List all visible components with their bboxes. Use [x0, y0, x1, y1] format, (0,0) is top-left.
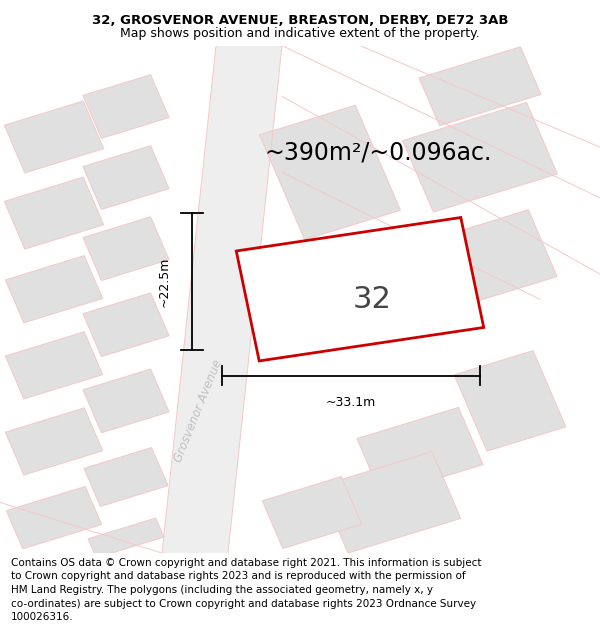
Polygon shape [4, 177, 104, 249]
Polygon shape [7, 486, 101, 549]
Polygon shape [5, 332, 103, 399]
Polygon shape [4, 101, 104, 173]
Polygon shape [84, 448, 168, 506]
Polygon shape [83, 217, 169, 281]
Polygon shape [5, 408, 103, 475]
Text: 100026316.: 100026316. [11, 612, 73, 622]
Polygon shape [454, 351, 566, 451]
Polygon shape [403, 102, 557, 212]
Text: Map shows position and indicative extent of the property.: Map shows position and indicative extent… [120, 27, 480, 40]
Polygon shape [83, 146, 169, 209]
Polygon shape [419, 47, 541, 126]
Polygon shape [427, 210, 557, 308]
Text: to Crown copyright and database rights 2023 and is reproduced with the permissio: to Crown copyright and database rights 2… [11, 571, 466, 581]
Text: ~33.1m: ~33.1m [326, 396, 376, 409]
Polygon shape [88, 518, 164, 558]
Polygon shape [83, 74, 169, 138]
Polygon shape [319, 452, 461, 553]
Text: Contains OS data © Crown copyright and database right 2021. This information is : Contains OS data © Crown copyright and d… [11, 558, 481, 568]
Polygon shape [83, 293, 169, 357]
Polygon shape [262, 476, 362, 549]
Polygon shape [260, 105, 400, 240]
Polygon shape [236, 217, 484, 361]
Text: ~22.5m: ~22.5m [158, 256, 171, 307]
Text: ~390m²/~0.096ac.: ~390m²/~0.096ac. [265, 140, 491, 164]
Text: 32: 32 [353, 285, 391, 314]
Text: co-ordinates) are subject to Crown copyright and database rights 2023 Ordnance S: co-ordinates) are subject to Crown copyr… [11, 599, 476, 609]
Polygon shape [286, 231, 434, 347]
Text: HM Land Registry. The polygons (including the associated geometry, namely x, y: HM Land Registry. The polygons (includin… [11, 585, 433, 595]
Polygon shape [5, 256, 103, 323]
Text: Grosvenor Avenue: Grosvenor Avenue [172, 358, 224, 464]
Polygon shape [83, 369, 169, 432]
Polygon shape [357, 408, 483, 496]
Polygon shape [162, 46, 282, 553]
Text: 32, GROSVENOR AVENUE, BREASTON, DERBY, DE72 3AB: 32, GROSVENOR AVENUE, BREASTON, DERBY, D… [92, 14, 508, 27]
